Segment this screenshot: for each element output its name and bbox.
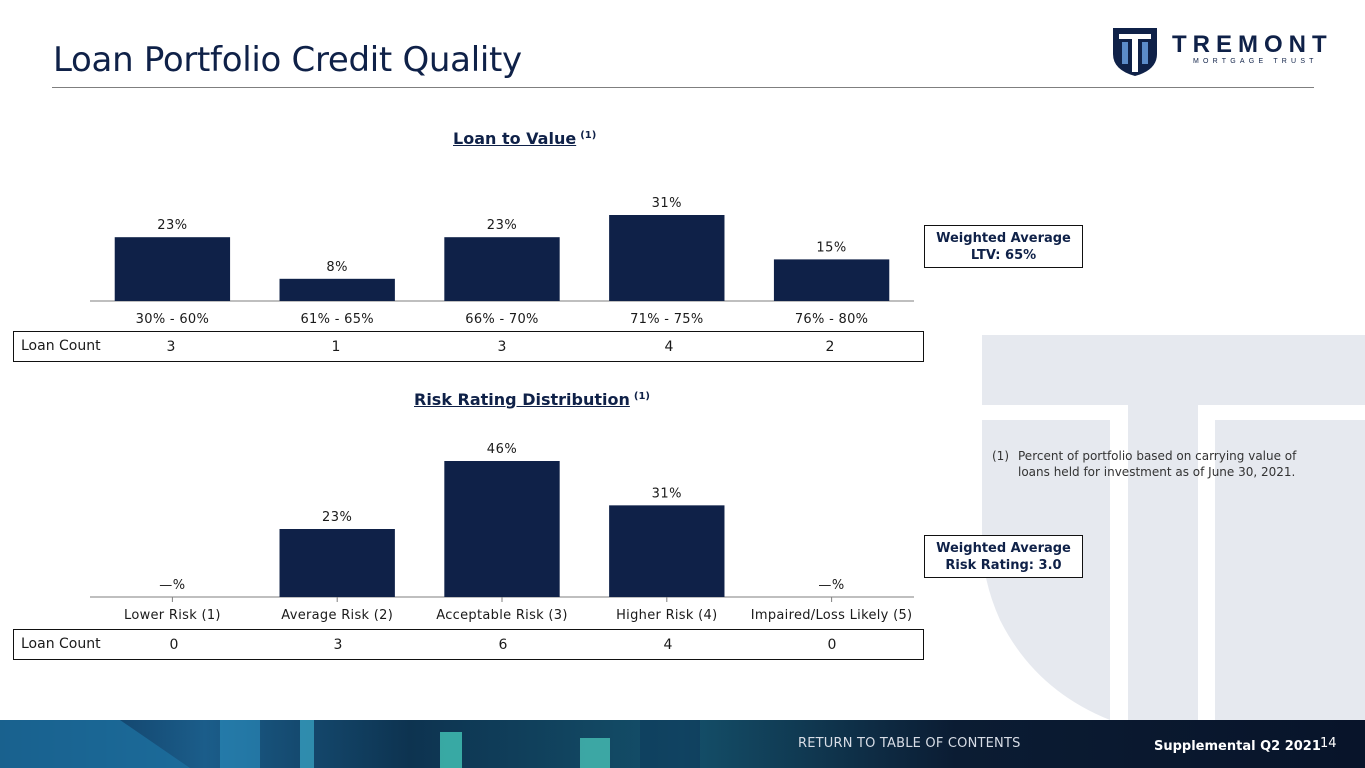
page-title: Loan Portfolio Credit Quality — [53, 40, 522, 80]
risk-title-text: Risk Rating Distribution — [414, 390, 630, 409]
ltv-loan-count-1: 3 — [166, 339, 176, 355]
risk-data-label-1: —% — [159, 578, 185, 593]
footnote-text: Percent of portfolio based on carrying v… — [1018, 449, 1297, 479]
ltv-chart-title: Loan to Value (1) — [453, 129, 596, 148]
risk-note-ref: (1) — [633, 390, 650, 402]
ltv-loan-count-row: Loan Count 3 1 3 4 2 — [13, 331, 924, 362]
risk-data-label-2: 23% — [322, 510, 352, 525]
risk-category-label-1: Lower Risk (1) — [124, 608, 221, 623]
title-divider — [52, 87, 1314, 88]
risk-loan-count-label: Loan Count — [21, 636, 101, 652]
ltv-title-text: Loan to Value — [453, 129, 577, 148]
ltv-category-label-4: 71% - 75% — [630, 312, 703, 327]
tremont-logo-icon — [1113, 28, 1157, 76]
risk-callout-line2: Risk Rating: 3.0 — [945, 558, 1062, 573]
ltv-callout-line2: LTV: 65% — [970, 248, 1037, 263]
footnote-number: (1) — [992, 449, 1009, 463]
ltv-callout-line1: Weighted Average — [936, 231, 1071, 246]
ltv-loan-count-3: 3 — [497, 339, 507, 355]
risk-data-label-4: 31% — [652, 486, 682, 501]
ltv-loan-count-2: 1 — [331, 339, 341, 355]
footer-background-graphic — [0, 720, 1365, 768]
risk-category-label-3: Acceptable Risk (3) — [436, 608, 567, 623]
ltv-bar-5 — [773, 259, 890, 301]
ltv-data-label-4: 31% — [652, 196, 682, 211]
risk-data-label-3: 46% — [487, 442, 517, 457]
risk-loan-count-2: 3 — [333, 637, 343, 653]
risk-loan-count-5: 0 — [827, 637, 837, 653]
ltv-loan-count-label: Loan Count — [21, 338, 101, 354]
ltv-bar-4 — [609, 215, 725, 301]
ltv-bar-3 — [444, 237, 560, 301]
ltv-data-label-1: 23% — [157, 218, 187, 233]
risk-loan-count-4: 4 — [663, 637, 673, 653]
risk-loan-count-1: 0 — [169, 637, 179, 653]
risk-category-label-4: Higher Risk (4) — [616, 608, 717, 623]
logo-wordmark: TREMONT — [1172, 31, 1333, 58]
ltv-category-label-3: 66% - 70% — [465, 312, 538, 327]
ltv-weighted-average-callout: Weighted Average LTV: 65% — [924, 225, 1083, 268]
risk-weighted-average-callout: Weighted Average Risk Rating: 3.0 — [924, 535, 1083, 578]
risk-category-label-5: Impaired/Loss Likely (5) — [751, 608, 913, 623]
risk-data-label-5: —% — [818, 578, 844, 593]
ltv-loan-count-5: 2 — [825, 339, 835, 355]
logo-subtitle: MORTGAGE TRUST — [1193, 58, 1318, 65]
ltv-note-ref: (1) — [580, 129, 597, 141]
return-to-toc-link[interactable]: RETURN TO TABLE OF CONTENTS — [798, 736, 1021, 751]
footnote: (1) Percent of portfolio based on carryi… — [992, 448, 1332, 480]
ltv-category-label-1: 30% - 60% — [136, 312, 209, 327]
risk-chart-title: Risk Rating Distribution (1) — [414, 390, 650, 409]
risk-bar-2 — [279, 529, 395, 597]
ltv-data-label-3: 23% — [487, 218, 517, 233]
risk-loan-count-row: Loan Count 0 3 6 4 0 — [13, 629, 924, 660]
risk-category-label-2: Average Risk (2) — [281, 608, 393, 623]
ltv-category-label-5: 76% - 80% — [795, 312, 868, 327]
ltv-data-label-2: 8% — [326, 260, 348, 275]
ltv-loan-count-4: 4 — [664, 339, 674, 355]
footer-supplemental-label: Supplemental Q2 2021 — [1154, 739, 1321, 754]
ltv-bar-1 — [114, 237, 231, 301]
risk-callout-line1: Weighted Average — [936, 541, 1071, 556]
footer-bar: RETURN TO TABLE OF CONTENTS Supplemental… — [0, 720, 1365, 768]
risk-loan-count-3: 6 — [498, 637, 508, 653]
ltv-data-label-5: 15% — [816, 240, 846, 255]
risk-bar-4 — [609, 505, 725, 597]
risk-bar-3 — [444, 461, 560, 597]
page-number: 14 — [1320, 736, 1337, 751]
ltv-category-label-2: 61% - 65% — [300, 312, 373, 327]
ltv-bar-2 — [279, 278, 395, 301]
